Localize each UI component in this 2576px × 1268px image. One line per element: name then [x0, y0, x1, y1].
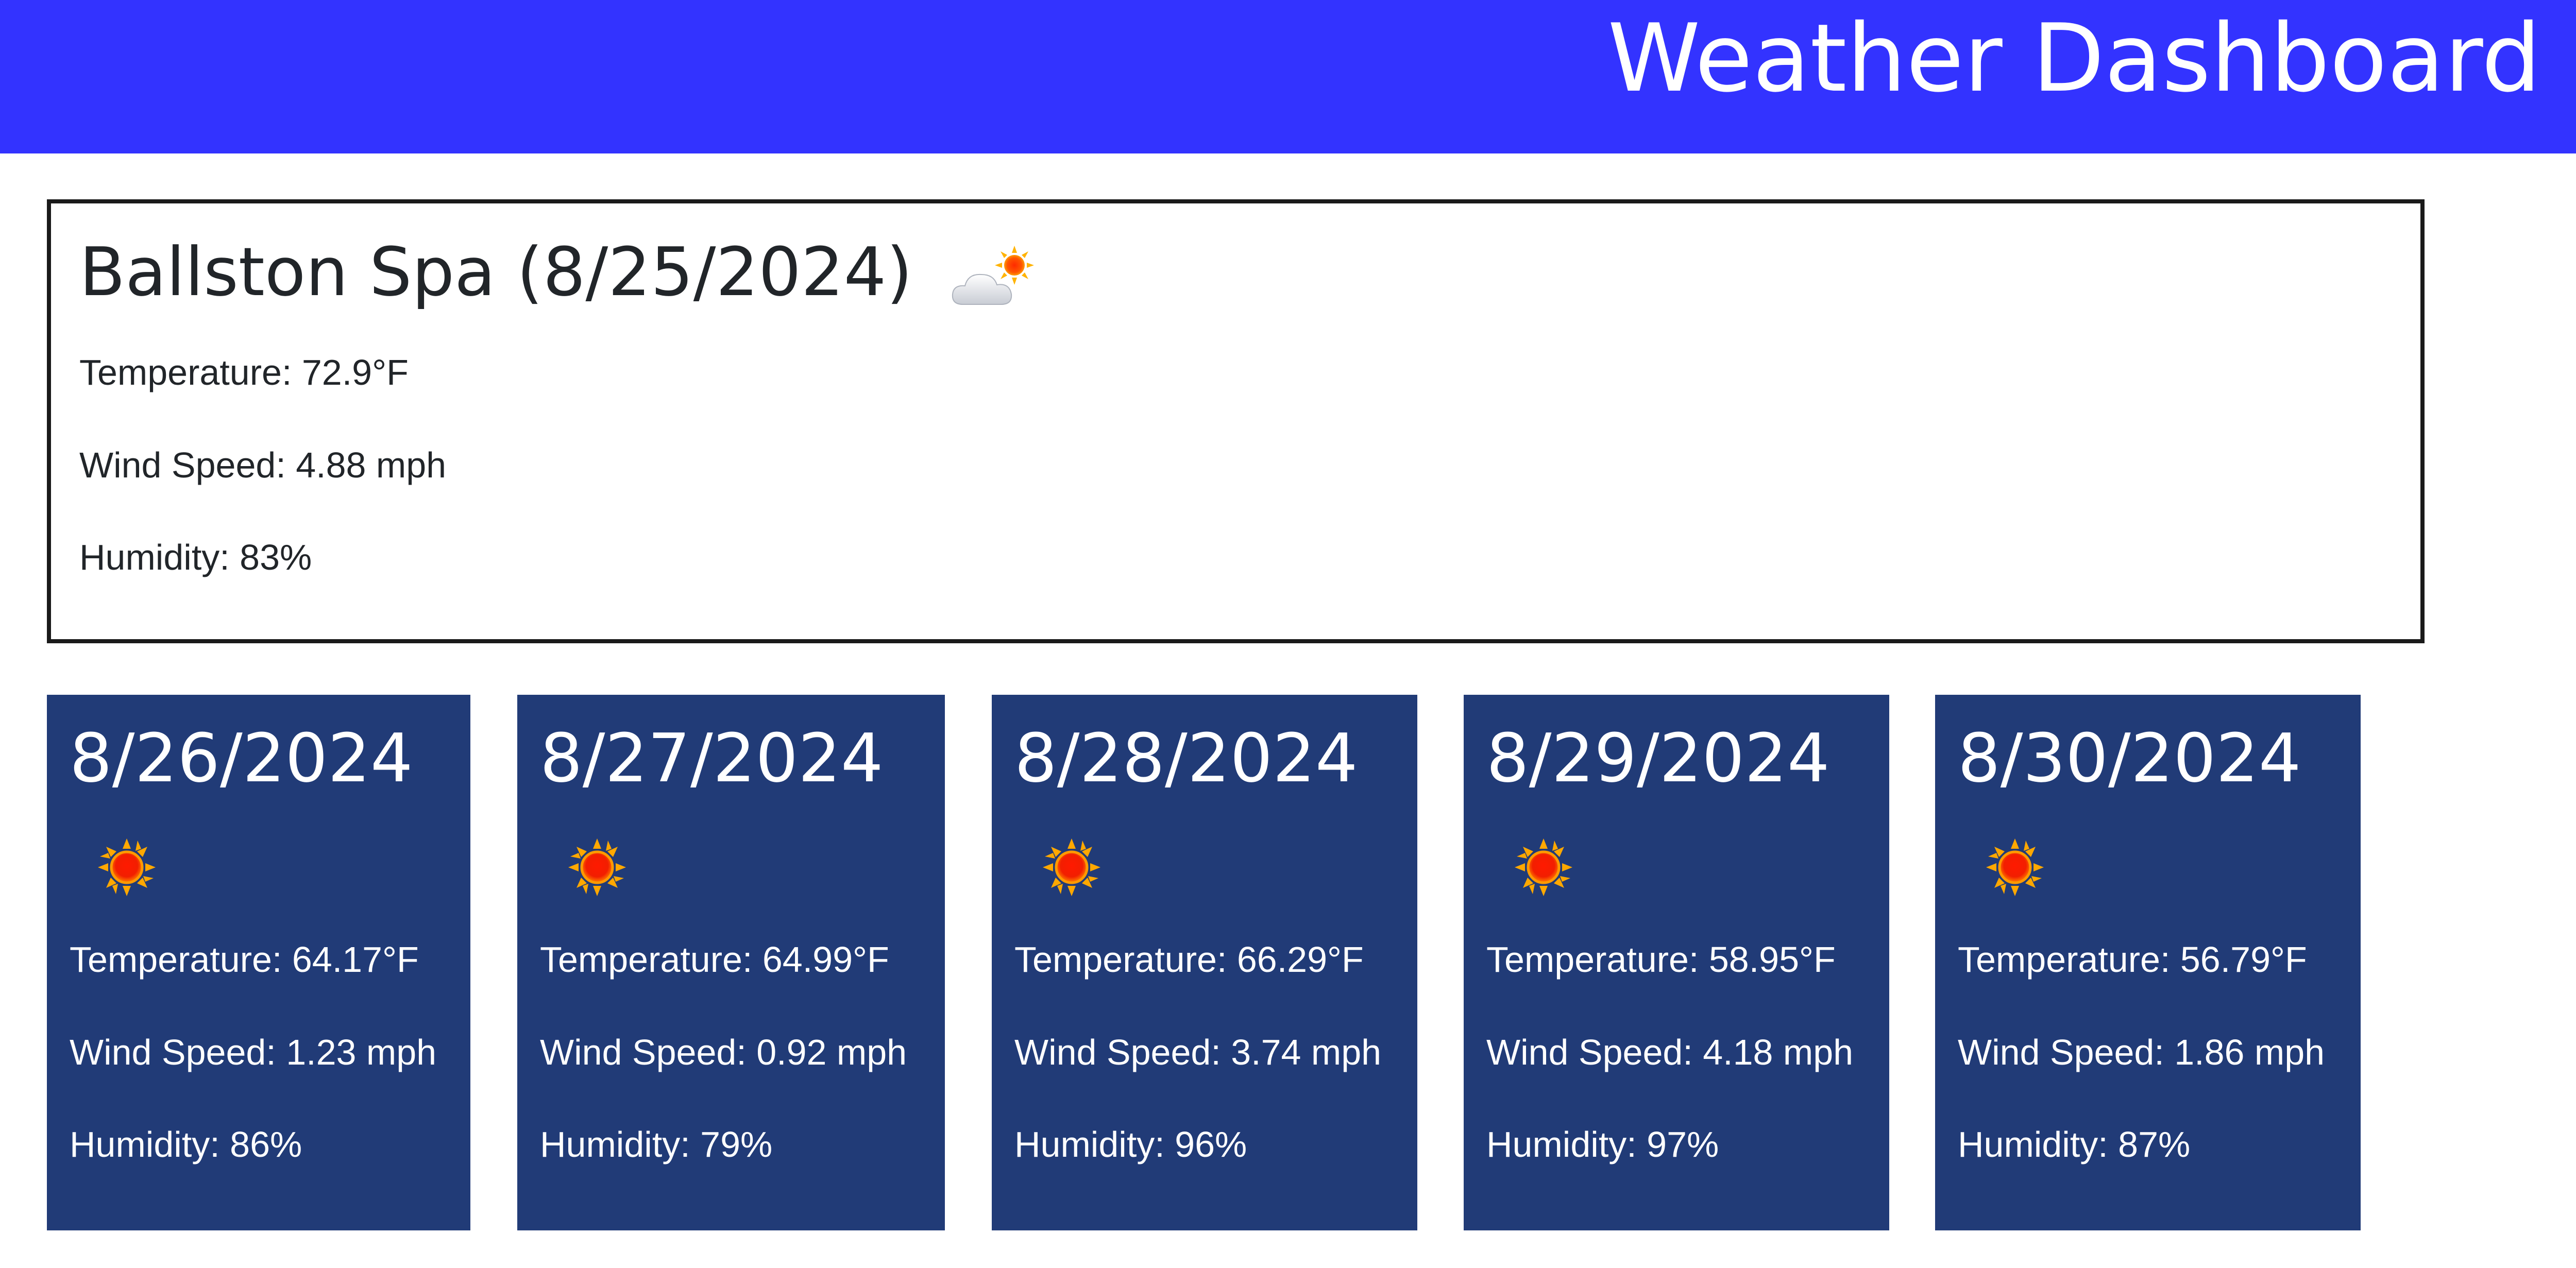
- cloud-sun-icon: [952, 246, 1034, 305]
- forecast-card: 8/29/2024 Temperature: 58.95°F Wind Spee…: [1464, 695, 1889, 1230]
- forecast-temperature: Temperature: 66.29°F: [1014, 939, 1364, 980]
- forecast-date: 8/29/2024: [1486, 719, 1830, 797]
- sun-icon: [564, 834, 631, 901]
- forecast-date: 8/27/2024: [540, 719, 884, 797]
- forecast-humidity: Humidity: 96%: [1014, 1124, 1247, 1164]
- forecast-wind-speed: Wind Speed: 0.92 mph: [540, 1032, 907, 1072]
- sun-icon: [1510, 834, 1577, 901]
- forecast-date: 8/30/2024: [1958, 719, 2301, 797]
- current-temperature: Temperature: 72.9°F: [79, 352, 409, 392]
- forecast-date: 8/26/2024: [70, 719, 413, 797]
- page-title: Weather Dashboard: [1607, 4, 2541, 113]
- current-humidity: Humidity: 83%: [79, 537, 312, 577]
- forecast-wind-speed: Wind Speed: 4.18 mph: [1486, 1032, 1854, 1072]
- forecast-temperature: Temperature: 56.79°F: [1958, 939, 2307, 980]
- forecast-date: 8/28/2024: [1014, 719, 1358, 797]
- forecast-humidity: Humidity: 97%: [1486, 1124, 1719, 1164]
- sun-icon: [1981, 834, 2048, 901]
- forecast-temperature: Temperature: 64.99°F: [540, 939, 889, 980]
- forecast-card: 8/28/2024 Temperature: 66.29°F Wind Spee…: [992, 695, 1417, 1230]
- forecast-wind-speed: Wind Speed: 3.74 mph: [1014, 1032, 1382, 1072]
- forecast-card: 8/30/2024 Temperature: 56.79°F Wind Spee…: [1935, 695, 2361, 1230]
- forecast-wind-speed: Wind Speed: 1.86 mph: [1958, 1032, 2325, 1072]
- forecast-card: 8/27/2024 Temperature: 64.99°F Wind Spee…: [517, 695, 945, 1230]
- forecast-humidity: Humidity: 86%: [70, 1124, 302, 1164]
- sun-icon: [93, 834, 160, 901]
- forecast-wind-speed: Wind Speed: 1.23 mph: [70, 1032, 437, 1072]
- sun-icon: [1038, 834, 1105, 901]
- forecast-humidity: Humidity: 79%: [540, 1124, 773, 1164]
- header-bar: Weather Dashboard: [0, 0, 2576, 153]
- forecast-humidity: Humidity: 87%: [1958, 1124, 2191, 1164]
- forecast-temperature: Temperature: 64.17°F: [70, 939, 419, 980]
- current-wind-speed: Wind Speed: 4.88 mph: [79, 445, 447, 485]
- forecast-temperature: Temperature: 58.95°F: [1486, 939, 1836, 980]
- current-city-date: Ballston Spa (8/25/2024): [79, 233, 913, 311]
- forecast-card: 8/26/2024 Temperature: 64.17°F Wind Spee…: [47, 695, 470, 1230]
- current-weather-card: Ballston Spa (8/25/2024): [47, 199, 2425, 643]
